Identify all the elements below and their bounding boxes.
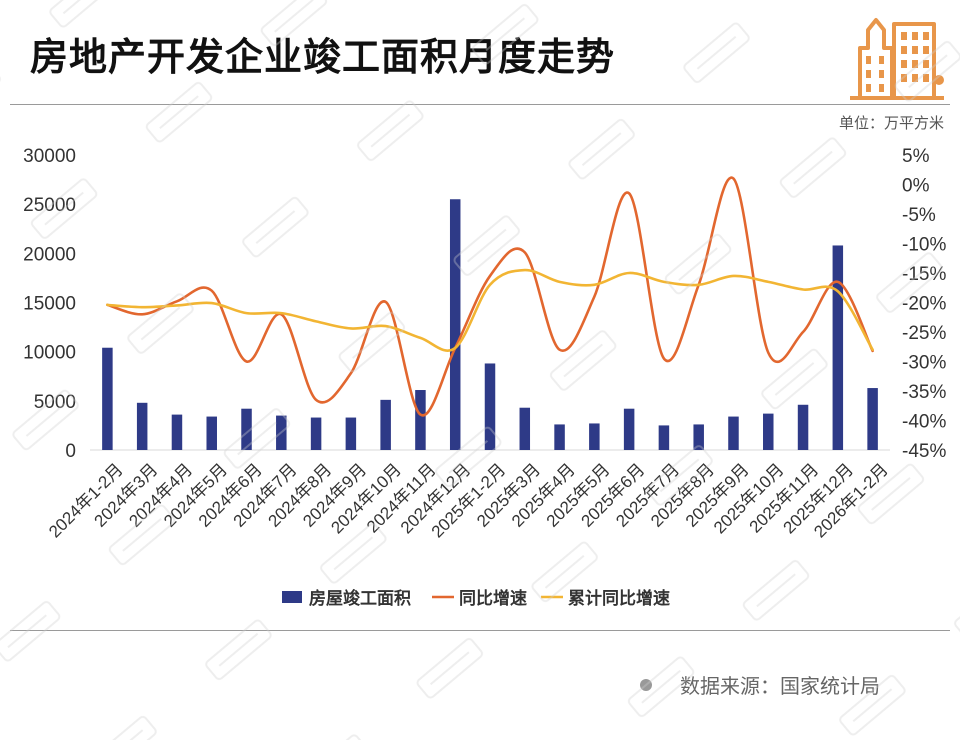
bar [136,402,148,450]
y-right-tick-label: -5% [902,205,936,226]
y-right-tick-label: 5% [902,146,930,167]
y-right-tick-label: -20% [902,294,946,315]
legend-swatch [282,591,302,603]
bar [415,390,426,450]
legend: 房屋竣工面积 同比增速 累计同比增速 [282,588,670,608]
y-left-tick-label: 5000 [34,392,76,413]
legend-label: 同比增速 [459,588,527,608]
bar [276,415,287,450]
bar [345,417,357,450]
bar [380,399,391,450]
bar [102,347,113,450]
footer-divider [10,630,950,631]
bar [241,408,252,450]
bar [449,199,461,450]
y-left-tick-label: 15000 [23,294,76,315]
bar [589,423,600,450]
bar [310,417,322,450]
bar [171,414,183,450]
bar [554,424,565,450]
bar [728,416,739,450]
bar [693,424,704,450]
y-left-tick-label: 10000 [23,343,76,364]
y-left-tick-label: 30000 [23,146,76,167]
y-right-tick-label: 0% [902,176,930,197]
bar [867,388,878,450]
y-right-tick-label: -25% [902,323,946,344]
legend-label: 累计同比增速 [568,588,670,608]
legend-label: 房屋竣工面积 [309,588,411,608]
source-text: 数据来源：国家统计局 [680,674,880,698]
bar [484,363,496,450]
y-right-tick-label: -45% [902,441,946,462]
y-right-tick-label: -15% [902,264,946,285]
bar [206,416,217,450]
y-right-tick-label: -30% [902,353,946,374]
y-left-tick-label: 0 [65,441,76,462]
y-left-tick-label: 20000 [23,244,76,265]
source-note: 数据来源：国家统计局 [640,670,880,699]
y-right-tick-label: -10% [902,235,946,256]
bar [797,404,809,450]
y-right-tick-label: -40% [902,412,946,433]
bar [832,245,844,450]
bar [623,408,635,450]
bullet-icon [640,678,652,691]
combo-chart: 0 5000 10000 15000 20000 25000 30000 5% 0% -5% -10… [23,146,946,608]
bar [519,407,531,450]
y-left-tick-label: 25000 [23,195,76,216]
bar [763,413,774,450]
bar [658,425,670,450]
y-right-tick-label: -35% [902,382,946,403]
